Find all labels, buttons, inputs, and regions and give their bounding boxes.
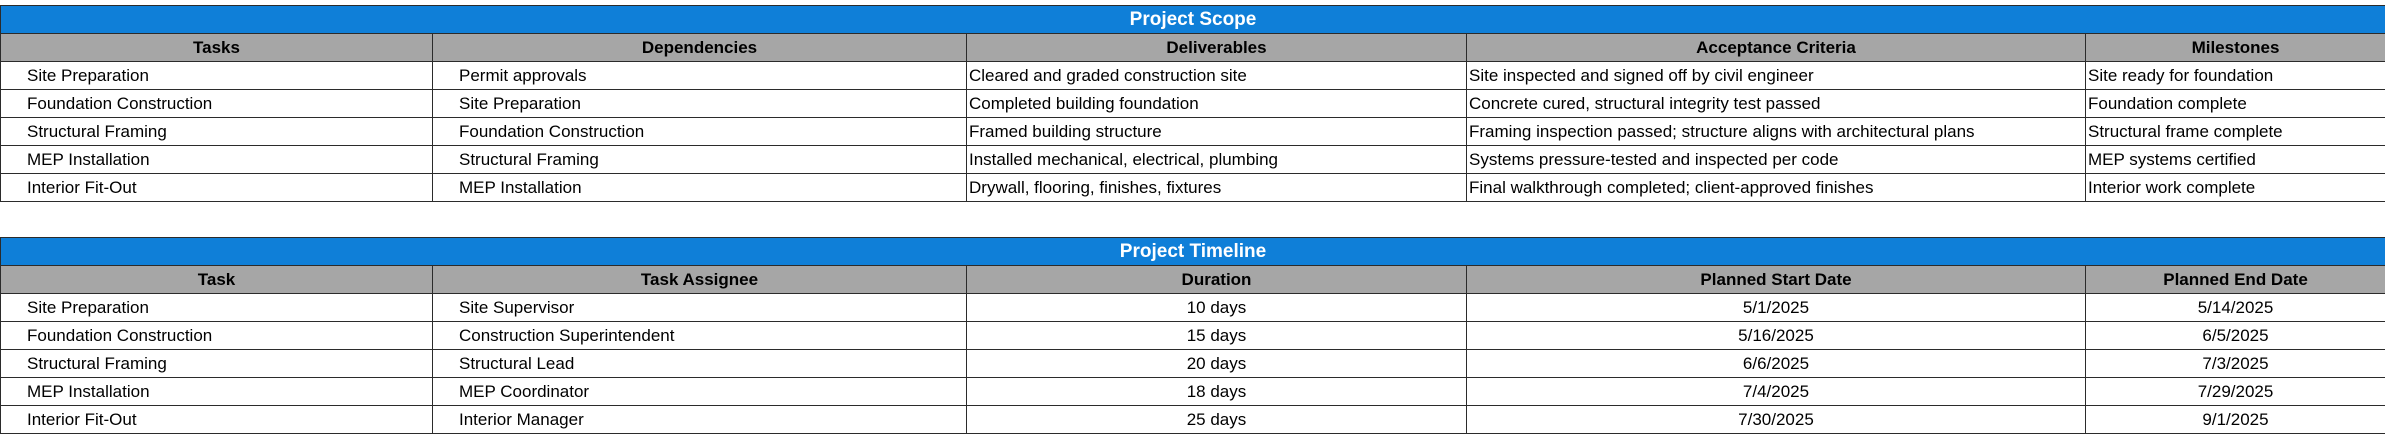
cell[interactable]: 7/30/2025 [1466, 405, 2086, 434]
header-cell[interactable]: Planned End Date [2084, 265, 2385, 294]
table-row: Foundation Construction Site Preparation… [0, 89, 2385, 118]
cell[interactable]: Foundation complete [2084, 89, 2385, 118]
cell[interactable]: Interior Fit-Out [0, 405, 433, 434]
cell[interactable]: Construction Superintendent [432, 321, 967, 350]
cell[interactable]: Foundation Construction [0, 89, 433, 118]
cell[interactable]: Foundation Construction [432, 117, 967, 146]
cell[interactable]: Site Preparation [0, 293, 433, 322]
cell[interactable]: Interior Fit-Out [0, 173, 433, 202]
timeline-title-row: Project Timeline [0, 237, 2385, 266]
table-row: Site Preparation Permit approvals Cleare… [0, 61, 2385, 90]
header-cell[interactable]: Planned Start Date [1466, 265, 2086, 294]
cell[interactable]: 25 days [966, 405, 1467, 434]
cell[interactable]: 20 days [966, 349, 1467, 378]
timeline-header-row: Task Task Assignee Duration Planned Star… [0, 265, 2385, 294]
cell[interactable]: Site Preparation [0, 61, 433, 90]
cell[interactable]: Site inspected and signed off by civil e… [1466, 61, 2086, 90]
cell[interactable]: MEP Coordinator [432, 377, 967, 406]
cell[interactable]: 7/29/2025 [2084, 377, 2385, 406]
header-cell[interactable]: Deliverables [966, 33, 1467, 62]
header-cell[interactable]: Dependencies [432, 33, 967, 62]
cell[interactable]: MEP Installation [0, 145, 433, 174]
cell[interactable]: 9/1/2025 [2084, 405, 2385, 434]
header-cell[interactable]: Task Assignee [432, 265, 967, 294]
cell[interactable]: Installed mechanical, electrical, plumbi… [966, 145, 1467, 174]
table-row: Structural Framing Foundation Constructi… [0, 117, 2385, 146]
header-cell[interactable]: Milestones [2084, 33, 2385, 62]
blank-spacer-row[interactable] [0, 208, 2385, 237]
cell[interactable]: 5/16/2025 [1466, 321, 2086, 350]
cell[interactable]: 6/6/2025 [1466, 349, 2086, 378]
cell[interactable]: Structural Framing [0, 117, 433, 146]
table-row: Interior Fit-Out MEP Installation Drywal… [0, 173, 2385, 202]
cell[interactable]: Site Preparation [432, 89, 967, 118]
header-cell[interactable]: Duration [966, 265, 1467, 294]
cell[interactable]: Concrete cured, structural integrity tes… [1466, 89, 2086, 118]
cell[interactable]: 10 days [966, 293, 1467, 322]
cell[interactable]: Structural Framing [432, 145, 967, 174]
header-cell[interactable]: Acceptance Criteria [1466, 33, 2086, 62]
cell[interactable]: Framed building structure [966, 117, 1467, 146]
cell[interactable]: Site Supervisor [432, 293, 967, 322]
cell[interactable]: Interior work complete [2084, 173, 2385, 202]
header-cell[interactable]: Task [0, 265, 433, 294]
table-row: Structural Framing Structural Lead 20 da… [0, 349, 2385, 378]
cell[interactable]: Cleared and graded construction site [966, 61, 1467, 90]
cell[interactable]: MEP Installation [432, 173, 967, 202]
cell[interactable]: Structural frame complete [2084, 117, 2385, 146]
scope-title[interactable]: Project Scope [0, 5, 2385, 34]
project-scope-table: Project Scope Tasks Dependencies Deliver… [0, 5, 2385, 202]
scope-title-row: Project Scope [0, 5, 2385, 34]
cell[interactable]: Completed building foundation [966, 89, 1467, 118]
table-row: MEP Installation MEP Coordinator 18 days… [0, 377, 2385, 406]
cell[interactable]: Framing inspection passed; structure ali… [1466, 117, 2086, 146]
project-timeline-table: Project Timeline Task Task Assignee Dura… [0, 237, 2385, 434]
timeline-title[interactable]: Project Timeline [0, 237, 2385, 266]
cell[interactable]: Structural Lead [432, 349, 967, 378]
cell[interactable]: Drywall, flooring, finishes, fixtures [966, 173, 1467, 202]
cell[interactable]: 18 days [966, 377, 1467, 406]
cell[interactable]: Final walkthrough completed; client-appr… [1466, 173, 2086, 202]
cell[interactable]: 5/1/2025 [1466, 293, 2086, 322]
cell[interactable]: 7/3/2025 [2084, 349, 2385, 378]
cell[interactable]: Permit approvals [432, 61, 967, 90]
cell[interactable]: Foundation Construction [0, 321, 433, 350]
cell[interactable]: 6/5/2025 [2084, 321, 2385, 350]
header-cell[interactable]: Tasks [0, 33, 433, 62]
cell[interactable]: 7/4/2025 [1466, 377, 2086, 406]
table-row: Site Preparation Site Supervisor 10 days… [0, 293, 2385, 322]
table-row: Interior Fit-Out Interior Manager 25 day… [0, 405, 2385, 434]
cell[interactable]: MEP Installation [0, 377, 433, 406]
scope-header-row: Tasks Dependencies Deliverables Acceptan… [0, 33, 2385, 62]
cell[interactable]: MEP systems certified [2084, 145, 2385, 174]
cell[interactable]: Structural Framing [0, 349, 433, 378]
cell[interactable]: Interior Manager [432, 405, 967, 434]
table-row: MEP Installation Structural Framing Inst… [0, 145, 2385, 174]
cell[interactable]: Systems pressure-tested and inspected pe… [1466, 145, 2086, 174]
cell[interactable]: 5/14/2025 [2084, 293, 2385, 322]
cell[interactable]: Site ready for foundation [2084, 61, 2385, 90]
cell[interactable]: 15 days [966, 321, 1467, 350]
table-row: Foundation Construction Construction Sup… [0, 321, 2385, 350]
